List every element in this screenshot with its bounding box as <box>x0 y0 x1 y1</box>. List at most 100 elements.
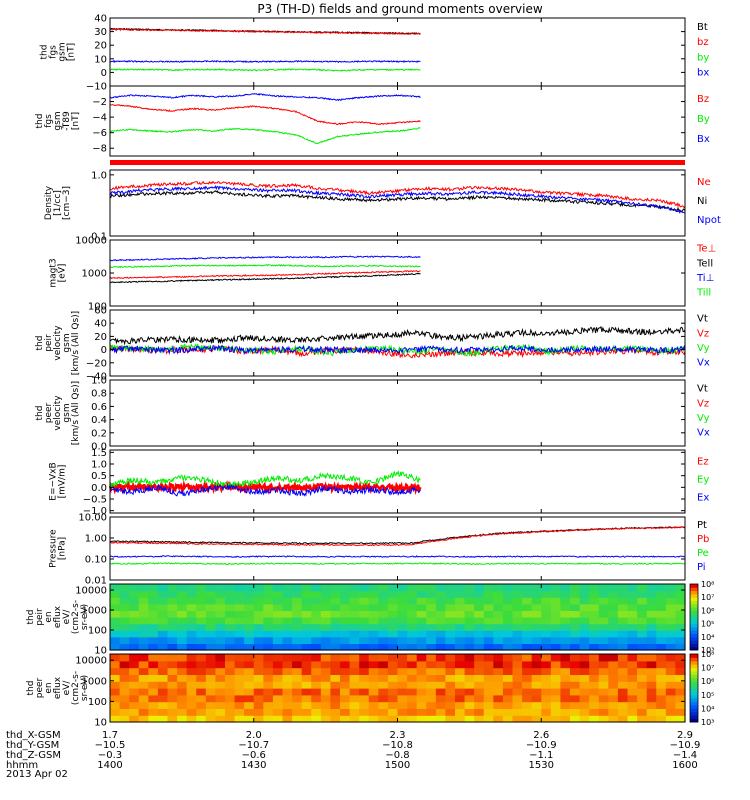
spectrogram-cell <box>665 643 677 651</box>
spectrogram-cell <box>320 708 332 716</box>
spectrogram-cell <box>570 623 581 631</box>
ephem-row-label: thd_Y-GSM <box>6 740 59 751</box>
spectrogram-cell <box>407 715 418 723</box>
spectrogram-cell <box>244 688 255 696</box>
colorbar-peir_spec: 10⁸ 10⁷ 10⁶ 10⁵ 10⁴ 10³ <box>689 580 714 655</box>
spectrogram-cell <box>129 636 140 644</box>
spectrogram-cell <box>397 610 408 618</box>
spectrogram-cell <box>225 694 236 703</box>
spectrogram-cell <box>560 681 571 689</box>
spectrogram-cell <box>598 688 609 696</box>
spectrogram-cell <box>234 667 245 675</box>
spectrogram-cell <box>541 674 552 682</box>
spectrogram-cell <box>397 630 408 638</box>
legend-Vx: Vx <box>697 358 710 369</box>
spectrogram-cell <box>272 701 284 709</box>
spectrogram-cell <box>359 694 370 703</box>
spectrogram-cell <box>541 597 552 605</box>
spectrogram-cell <box>119 715 130 723</box>
spectrogram-cell <box>502 715 514 723</box>
spectrogram-cell <box>359 597 370 605</box>
spectrogram-cell <box>550 667 562 675</box>
spectrogram-cell <box>627 610 638 618</box>
spectrogram-cell <box>215 708 226 716</box>
spectrogram-cell <box>368 636 379 644</box>
series-line-Ey <box>109 469 421 489</box>
spectrogram-cell <box>205 688 217 696</box>
spectrogram-cell <box>637 636 648 644</box>
ytick-label: 1.5 <box>91 448 107 459</box>
spectrogram-cell <box>416 623 427 631</box>
spectrogram-cell <box>637 630 648 638</box>
spectrogram-cell <box>646 708 657 716</box>
ephem-value: −10.8 <box>382 740 413 751</box>
spectrogram-cell <box>110 597 121 605</box>
ytick-label: 10 <box>94 718 107 729</box>
spectrogram-cell <box>407 643 418 651</box>
spectrogram-cell <box>301 590 312 598</box>
ytick-label: 40 <box>94 319 107 330</box>
spectrogram-cell <box>560 660 571 669</box>
spectrogram-cell <box>474 623 485 631</box>
spectrogram-cell <box>349 584 360 592</box>
spectrogram-cell <box>225 715 236 723</box>
panel-ylabel-peer_spec: thdpeerenefluxeV/(cm2-s-sr-eV) <box>26 671 90 705</box>
spectrogram-cell <box>435 660 447 669</box>
spectrogram-cell <box>560 708 571 716</box>
spectrogram-cell <box>598 715 609 723</box>
spectrogram-cell <box>282 688 293 696</box>
spectrogram-cell <box>579 630 590 638</box>
spectrogram-cell <box>435 584 447 592</box>
ephem-value: 1430 <box>241 760 266 771</box>
spectrogram-cell <box>550 654 562 662</box>
spectrogram-cell <box>292 610 303 618</box>
spectrogram-cell <box>253 603 264 611</box>
spectrogram-cell <box>531 590 542 598</box>
spectrogram-cell <box>656 694 667 703</box>
spectrogram-cell <box>541 701 552 709</box>
spectrogram-cell <box>512 660 523 669</box>
ylabel-line: [eV] <box>58 264 68 283</box>
spectrogram-cell <box>234 694 245 703</box>
ytick-label: 1.0 <box>91 376 107 387</box>
ytick-label: 40 <box>94 14 107 25</box>
spectrogram-cell <box>541 688 552 696</box>
spectrogram-cell <box>215 597 226 605</box>
spectrogram-cell <box>340 708 351 716</box>
spectrogram-cell <box>570 660 581 669</box>
panel-ylabel-peir_spec: thdpeirenefluxeV/(cm2-s-sr-eV) <box>26 600 90 634</box>
legend-Bt: Bt <box>697 22 708 33</box>
spectrogram-cell <box>570 597 581 605</box>
spectrogram-cell <box>426 643 437 651</box>
figure-title: P3 (TH-D) fields and ground moments over… <box>257 2 542 16</box>
spectrogram-cell <box>435 708 447 716</box>
spectrogram-cell <box>330 681 341 689</box>
spectrogram-cell <box>675 694 686 703</box>
spectrogram-cell <box>110 701 121 709</box>
spectrogram-cell <box>608 694 619 703</box>
spectrogram-cell <box>589 667 600 675</box>
spectrogram-cell <box>196 603 207 611</box>
spectrogram-cell <box>464 623 475 631</box>
spectrogram-cell <box>550 688 562 696</box>
spectrogram-cell <box>292 630 303 638</box>
spectrogram-cell <box>617 584 629 592</box>
spectrogram-cell <box>244 630 255 638</box>
spectrogram-cell <box>148 701 159 709</box>
spectrogram-cell <box>617 630 629 638</box>
spectrogram-cell <box>215 660 226 669</box>
spectrogram-cell <box>387 590 399 598</box>
ephem-value: 1500 <box>385 760 410 771</box>
spectrogram-cell <box>474 610 485 618</box>
spectrogram-cell <box>157 674 169 682</box>
spectrogram-cell <box>177 660 188 669</box>
spectrogram-cell <box>483 623 494 631</box>
spectrogram-cell <box>541 623 552 631</box>
spectrogram-cell <box>598 654 609 662</box>
spectrogram-cell <box>196 688 207 696</box>
spectrogram-cell <box>416 603 427 611</box>
spectrogram-cell <box>368 597 379 605</box>
spectrogram-cell <box>541 708 552 716</box>
spectrogram-cell <box>502 584 514 592</box>
spectrogram-cell <box>167 660 178 669</box>
